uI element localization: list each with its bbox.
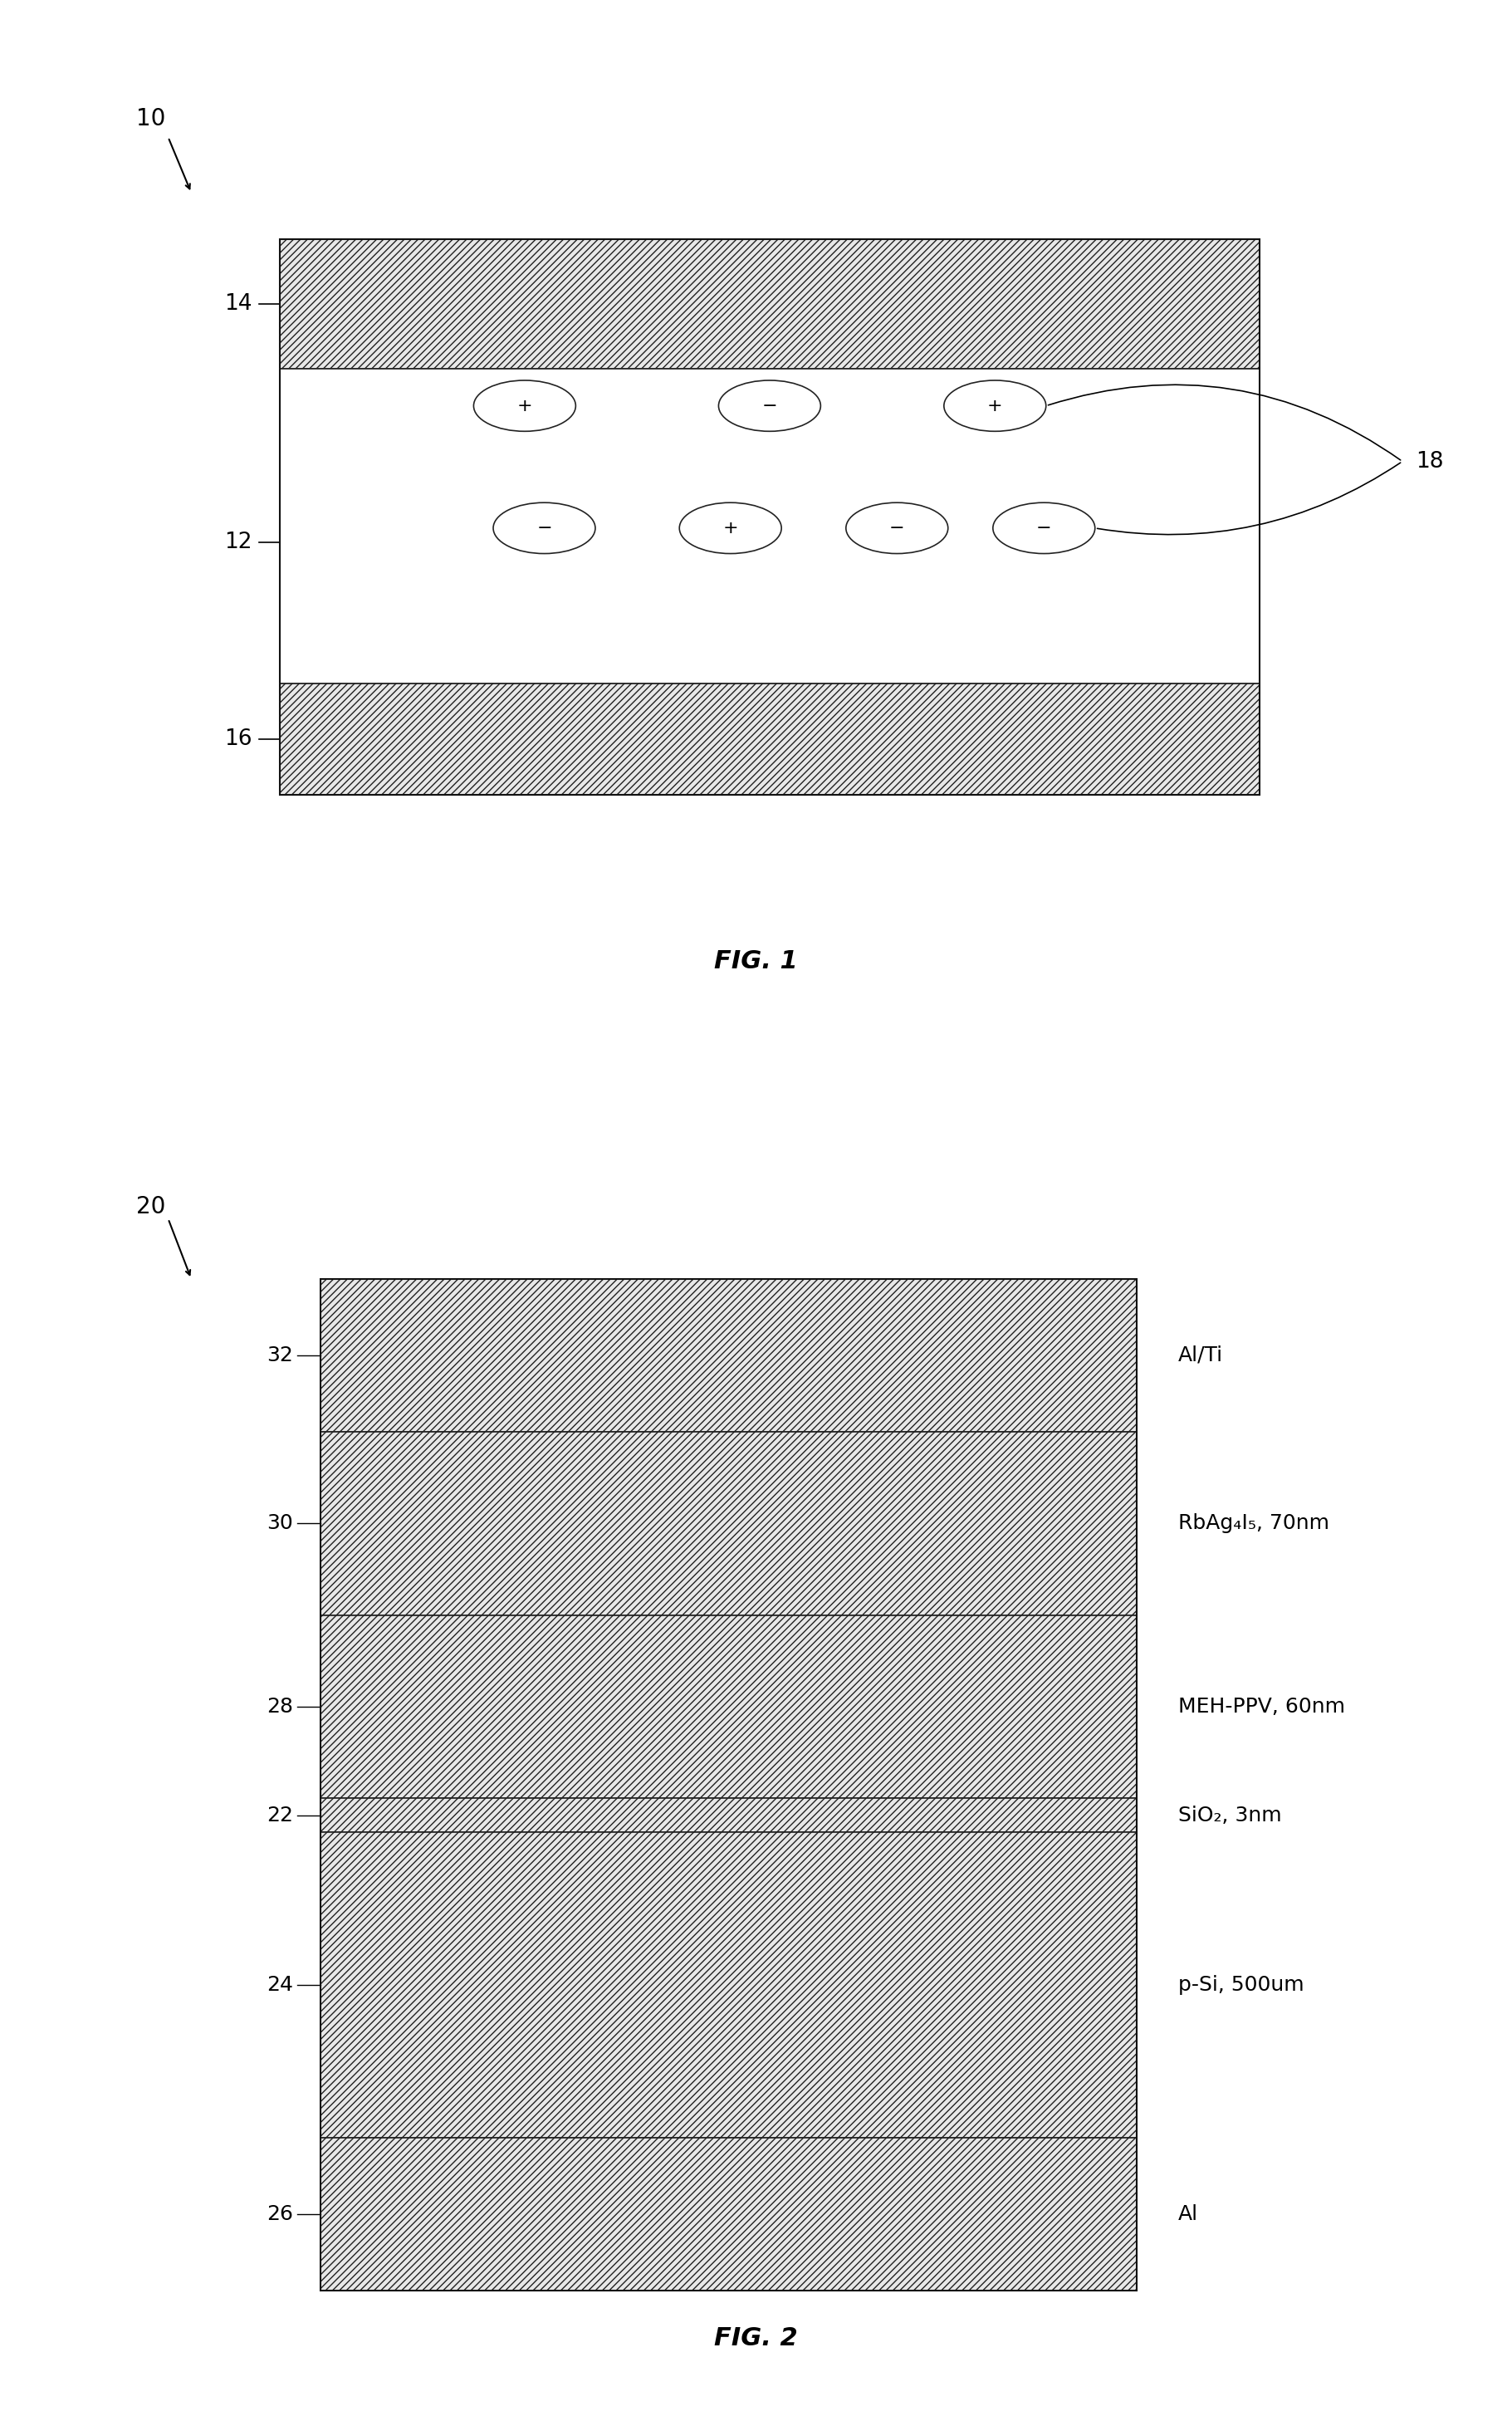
Text: 14: 14 xyxy=(225,294,253,316)
Text: FIG. 1: FIG. 1 xyxy=(714,950,798,974)
Text: 22: 22 xyxy=(266,1806,293,1825)
Bar xyxy=(321,1278,1137,2290)
Ellipse shape xyxy=(473,381,576,432)
Text: +: + xyxy=(987,398,1002,415)
Text: 12: 12 xyxy=(225,530,253,552)
Text: Al: Al xyxy=(1178,2204,1198,2223)
Text: −: − xyxy=(1036,521,1052,535)
Ellipse shape xyxy=(845,501,948,555)
Text: +: + xyxy=(517,398,532,415)
Text: 32: 32 xyxy=(266,1345,293,1365)
Text: p-Si, 500um: p-Si, 500um xyxy=(1178,1975,1303,1994)
Ellipse shape xyxy=(943,381,1046,432)
Text: 30: 30 xyxy=(268,1514,293,1533)
Bar xyxy=(321,1799,1137,1832)
Ellipse shape xyxy=(993,501,1095,555)
Text: 10: 10 xyxy=(136,106,165,130)
Text: +: + xyxy=(723,521,738,535)
Bar xyxy=(280,239,1259,369)
Text: MEH-PPV, 60nm: MEH-PPV, 60nm xyxy=(1178,1697,1344,1717)
Text: 24: 24 xyxy=(266,1975,293,1994)
Text: RbAg₄I₅, 70nm: RbAg₄I₅, 70nm xyxy=(1178,1514,1329,1533)
Text: 16: 16 xyxy=(225,728,253,750)
Text: 20: 20 xyxy=(136,1196,165,1218)
Ellipse shape xyxy=(679,501,782,555)
Bar xyxy=(321,1615,1137,1799)
Bar xyxy=(280,369,1259,685)
Text: 26: 26 xyxy=(266,2204,293,2223)
Text: FIG. 2: FIG. 2 xyxy=(714,2327,798,2351)
Ellipse shape xyxy=(493,501,596,555)
Text: −: − xyxy=(537,521,552,535)
Text: SiO₂, 3nm: SiO₂, 3nm xyxy=(1178,1806,1281,1825)
Bar xyxy=(321,1278,1137,1432)
Text: 18: 18 xyxy=(1415,451,1444,473)
Bar xyxy=(280,239,1259,796)
Bar xyxy=(321,2139,1137,2290)
Text: Al/Ti: Al/Ti xyxy=(1178,1345,1223,1365)
Text: −: − xyxy=(889,521,904,535)
Bar xyxy=(321,1832,1137,2139)
Text: −: − xyxy=(762,398,777,415)
Text: 28: 28 xyxy=(266,1697,293,1717)
Bar xyxy=(321,1432,1137,1615)
Ellipse shape xyxy=(718,381,821,432)
Bar xyxy=(280,685,1259,796)
